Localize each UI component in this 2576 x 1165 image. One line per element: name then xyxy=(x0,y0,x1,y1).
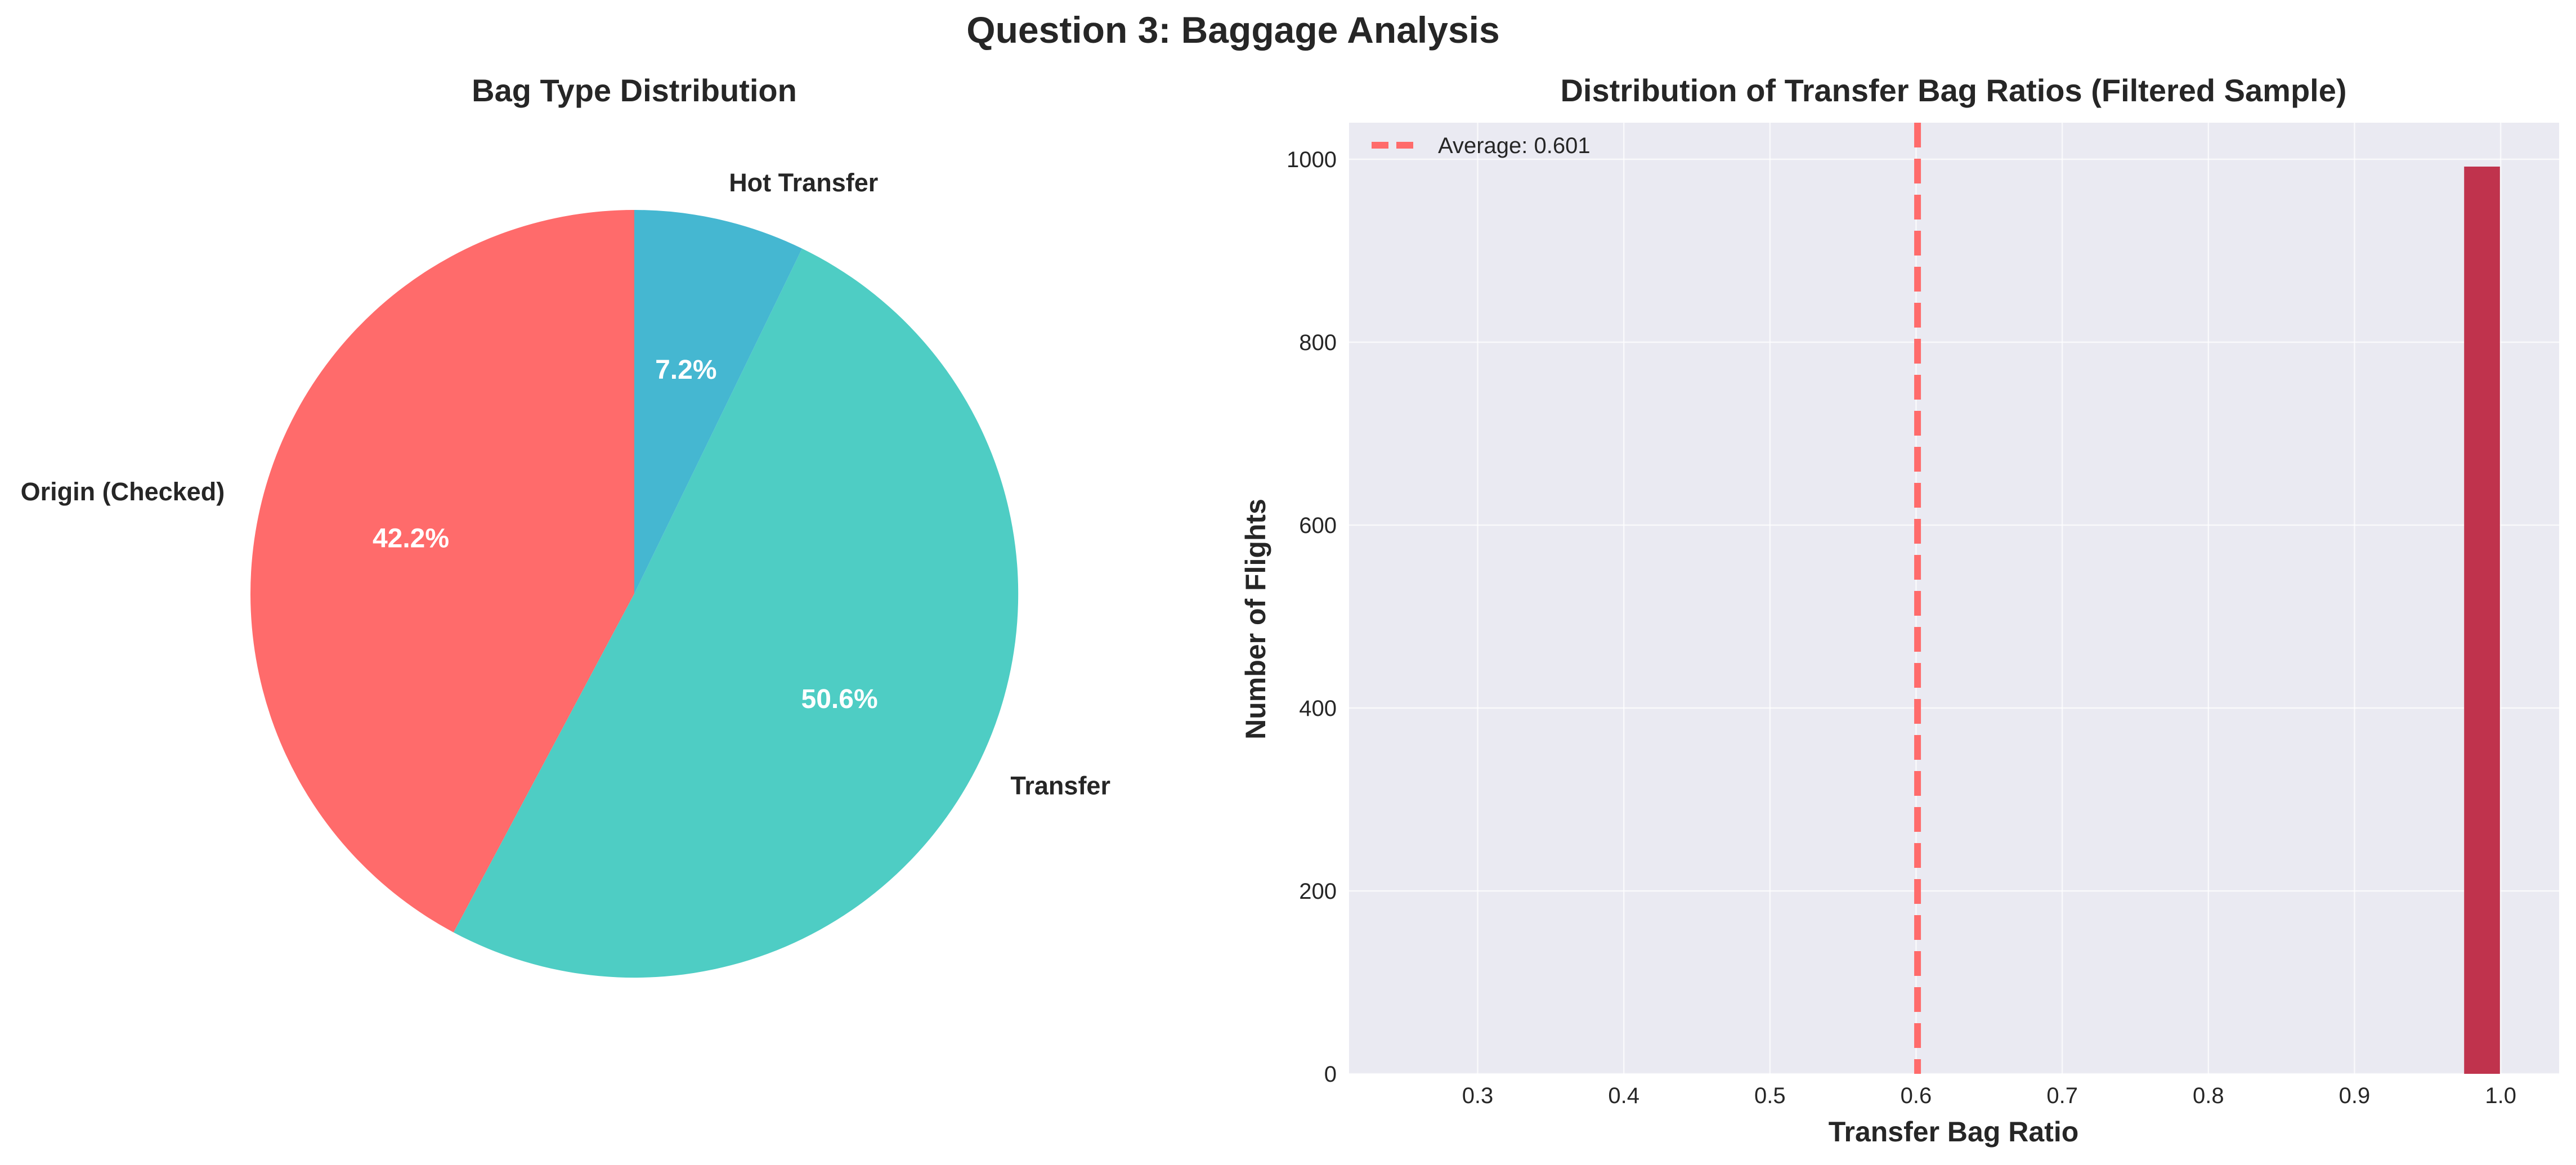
legend-label-average: Average: 0.601 xyxy=(1438,133,1591,158)
pie-slice-hot-transfer xyxy=(634,210,803,594)
pie-labels: 42.2% Origin (Checked) 50.6% Transfer 7.2% Ho… xyxy=(21,168,1110,800)
pie-category-label: Hot Transfer xyxy=(729,168,878,197)
pie-slice-transfer xyxy=(453,248,1019,978)
x-tick-label: 0.3 xyxy=(1462,1083,1494,1108)
x-axis-ticks: 0.3 0.4 0.5 0.6 0.7 0.8 0.9 1.0 xyxy=(1462,1083,2516,1108)
x-tick-label: 0.6 xyxy=(1901,1083,1932,1108)
pie-slice-origin-checked xyxy=(250,210,634,933)
x-tick-label: 0.7 xyxy=(2046,1083,2078,1108)
x-tick-label: 0.5 xyxy=(1754,1083,1786,1108)
pie-chart-panel: Bag Type Distribution 42.2% Origin (Check… xyxy=(21,73,1110,978)
x-tick-label: 1.0 xyxy=(2485,1083,2516,1108)
histogram-panel: Distribution of Transfer Bag Ratios (Fil… xyxy=(1240,73,2559,1148)
y-axis-label: Number of Flights xyxy=(1240,499,1271,740)
x-axis-label: Transfer Bag Ratio xyxy=(1829,1116,2079,1148)
pie-category-label: Origin (Checked) xyxy=(21,477,225,506)
pie-category-label: Transfer xyxy=(1010,772,1110,800)
y-tick-label: 1000 xyxy=(1287,147,1337,172)
pie-pct-label: 42.2% xyxy=(373,524,449,554)
y-tick-label: 0 xyxy=(1324,1062,1337,1087)
histogram-bar xyxy=(2464,167,2500,1074)
figure-title: Question 3: Baggage Analysis xyxy=(966,9,1499,51)
pie-pct-label: 7.2% xyxy=(655,355,716,385)
x-tick-label: 0.4 xyxy=(1608,1083,1639,1108)
pie-chart-title: Bag Type Distribution xyxy=(472,73,797,108)
y-tick-label: 400 xyxy=(1299,696,1337,721)
x-tick-label: 0.8 xyxy=(2193,1083,2224,1108)
histogram-title: Distribution of Transfer Bag Ratios (Fil… xyxy=(1560,73,2346,108)
x-tick-label: 0.9 xyxy=(2339,1083,2371,1108)
histogram-bars xyxy=(2464,167,2500,1074)
legend: Average: 0.601 xyxy=(1372,133,1591,158)
pie-pct-label: 50.6% xyxy=(801,684,878,714)
pie-slices xyxy=(250,210,1019,978)
y-tick-label: 200 xyxy=(1299,879,1337,904)
y-axis-ticks: 0 200 400 600 800 1000 xyxy=(1287,147,1337,1087)
y-tick-label: 600 xyxy=(1299,513,1337,538)
y-tick-label: 800 xyxy=(1299,330,1337,355)
plot-area xyxy=(1349,123,2559,1074)
